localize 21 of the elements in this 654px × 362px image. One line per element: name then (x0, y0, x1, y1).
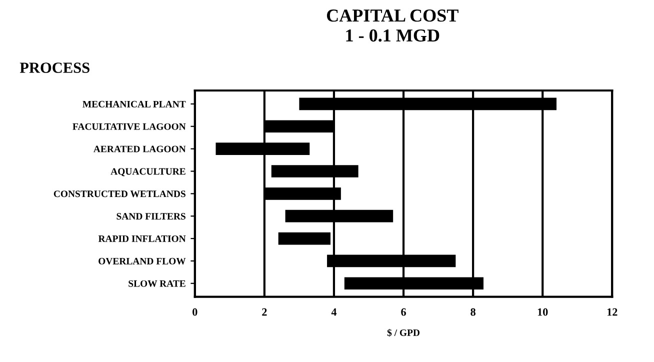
x-tick-label: 6 (401, 308, 406, 316)
y-tick-label: CONSTRUCTED WETLANDS (54, 190, 186, 198)
y-tick-label: AQUACULTURE (110, 168, 186, 176)
x-tick-label: 0 (192, 308, 198, 316)
x-tick-label: 12 (607, 308, 618, 316)
y-tick-label: OVERLAND FLOW (98, 258, 186, 264)
bar (278, 232, 330, 245)
y-tick-label: SAND FILTERS (116, 213, 186, 220)
y-axis-title: PROCESS (20, 62, 90, 73)
y-tick-label: SLOW RATE (128, 280, 186, 287)
y-tick-label: FACULTATIVE LAGOON (72, 123, 186, 130)
x-tick-label: 8 (470, 308, 476, 316)
chart-subtitle: 1 - 0.1 MGD (346, 29, 440, 42)
x-tick-label: 10 (538, 308, 548, 316)
x-axis-title: $ / GPD (387, 328, 420, 337)
x-tick-label: 4 (331, 308, 337, 316)
y-tick-label: AERATED LAGOON (93, 146, 186, 152)
y-tick-label: RAPID INFLATION (98, 235, 186, 242)
x-tick-label: 2 (262, 308, 267, 316)
chart-title: CAPITAL COST (326, 10, 458, 22)
y-tick-label: MECHANICAL PLANT (82, 100, 186, 108)
